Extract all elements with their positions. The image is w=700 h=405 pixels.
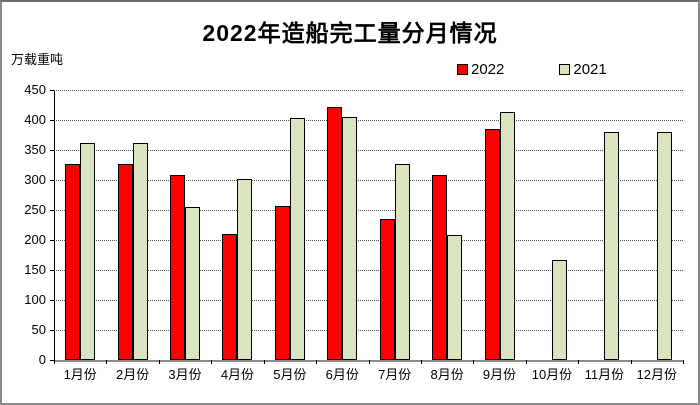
legend-item-2021: 2021 (559, 61, 607, 78)
y-axis-unit-label: 万载重吨 (11, 52, 64, 67)
bar-2021-m2 (132, 143, 148, 360)
legend-swatch-2021-icon (559, 64, 571, 75)
legend-label-2022: 2022 (471, 61, 505, 78)
bar-2021-m4 (237, 178, 253, 360)
y-axis-tick (50, 149, 54, 151)
y-axis-tick (50, 209, 54, 211)
gridline (54, 179, 683, 181)
y-axis-tick (50, 119, 54, 121)
bar-2022-m7 (379, 219, 395, 360)
bar-2021-m7 (394, 164, 410, 360)
x-axis-category-label: 1月份 (63, 367, 97, 382)
bar-2022-m6 (327, 107, 343, 360)
bar-2021-m10 (551, 260, 567, 360)
x-axis-category-label: 6月份 (325, 367, 359, 382)
x-axis-category-label: 3月份 (168, 367, 202, 382)
x-axis-tick (211, 360, 213, 364)
gridline (54, 239, 683, 241)
y-axis-tick (50, 89, 54, 91)
x-axis-category-label: 9月份 (482, 367, 517, 382)
y-axis-tick-label: 0 (38, 352, 46, 367)
bar-2022-m1 (65, 163, 81, 360)
y-axis-tick-label: 150 (24, 262, 46, 277)
x-axis-category-label: 10月份 (531, 367, 573, 382)
bar-2022-m9 (484, 129, 500, 360)
bar-2021-m12 (656, 132, 672, 360)
y-axis-tick (50, 359, 54, 361)
bar-2021-m6 (342, 117, 358, 360)
x-axis-tick (54, 360, 55, 364)
y-axis-tick (50, 269, 54, 271)
bar-2021-m8 (447, 235, 463, 360)
x-axis-tick (578, 360, 580, 364)
x-axis-category-label: 8月份 (430, 367, 464, 382)
x-axis-category-label: 11月份 (584, 367, 625, 382)
y-axis-tick (50, 329, 54, 331)
gridline (54, 299, 683, 301)
x-axis-tick (316, 360, 318, 364)
bar-2021-m5 (289, 117, 305, 360)
legend-swatch-2022-icon (457, 64, 468, 75)
bar-2021-m11 (604, 132, 620, 360)
legend-label-2021: 2021 (573, 61, 607, 78)
y-axis-tick-label: 50 (31, 322, 46, 337)
x-axis-category-label: 2月份 (115, 367, 150, 382)
x-axis-category-label: 5月份 (273, 367, 307, 382)
y-axis-tick-label: 250 (24, 202, 46, 217)
plot-area (54, 90, 684, 362)
bar-2022-m3 (170, 174, 186, 360)
chart-title: 2022年造船完工量分月情况 (202, 20, 498, 46)
x-axis-tick (420, 360, 422, 364)
bar-2022-m2 (117, 163, 133, 360)
x-axis-tick (158, 360, 160, 364)
x-axis-tick (525, 360, 527, 364)
x-axis-tick (683, 360, 684, 364)
bar-2022-m5 (274, 206, 290, 360)
y-axis-tick (50, 299, 54, 301)
x-axis-tick (473, 360, 475, 364)
gridline (54, 329, 683, 331)
x-axis-category-label: 7月份 (378, 367, 412, 382)
bar-2021-m9 (499, 112, 515, 360)
y-axis-tick (50, 179, 54, 181)
y-axis-tick-label: 100 (24, 292, 46, 307)
bar-2021-m3 (185, 207, 201, 360)
gridline (54, 269, 683, 271)
legend: 2022 2021 (457, 61, 607, 78)
y-axis-tick-label: 200 (24, 232, 46, 247)
legend-item-2022: 2022 (457, 61, 504, 78)
x-axis-tick (263, 360, 265, 364)
y-axis-tick-label: 400 (24, 112, 46, 127)
bar-2022-m4 (222, 234, 238, 360)
gridline (54, 89, 683, 91)
x-axis-category-label: 12月份 (636, 367, 678, 382)
x-axis-tick (106, 360, 108, 364)
x-axis-tick (368, 360, 370, 364)
y-axis-tick (50, 239, 54, 241)
y-axis-tick-label: 350 (24, 142, 46, 157)
gridline (54, 149, 683, 151)
gridline (54, 209, 683, 211)
bar-2021-m1 (80, 143, 96, 360)
y-axis-tick-label: 300 (24, 172, 46, 187)
x-axis-category-label: 4月份 (220, 367, 255, 382)
bar-2022-m8 (432, 174, 448, 360)
y-axis-tick-label: 450 (24, 82, 46, 97)
x-axis-tick (630, 360, 632, 364)
gridline (54, 119, 683, 121)
